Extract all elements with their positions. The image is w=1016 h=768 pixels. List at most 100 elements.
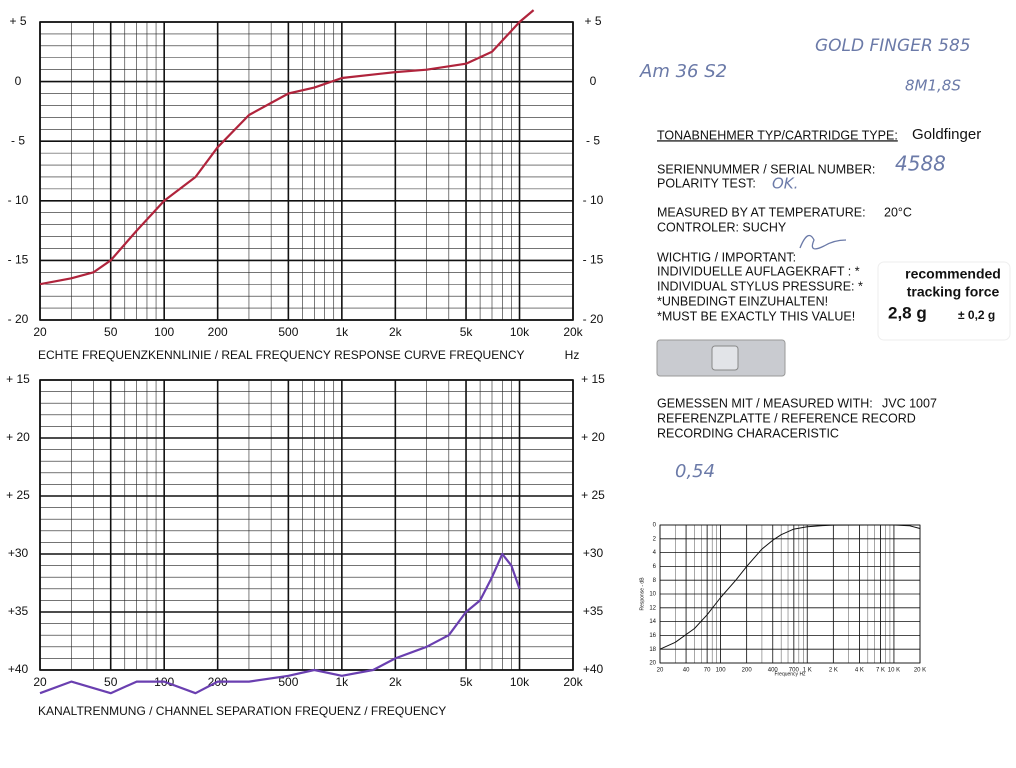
x-tick-label: 20	[33, 325, 47, 339]
x-tick-label: 20	[657, 668, 664, 674]
y-tick-label-right: - 15	[583, 253, 604, 267]
handwritten-name: GOLD FINGER 585	[815, 36, 971, 56]
y-tick-label-right: + 20	[581, 430, 605, 444]
y-tick-label-right: +35	[583, 604, 604, 618]
x-tick-label: 100	[716, 668, 727, 674]
handwritten-note: 0,54	[675, 461, 715, 482]
x-tick-label: 700	[789, 668, 800, 674]
tracking-force: 2,8 g	[888, 303, 927, 322]
force-box	[877, 261, 1011, 341]
y-tick-label-right: + 5	[584, 14, 601, 28]
x-tick-label: 10k	[510, 675, 530, 689]
y-tick-label: 10	[649, 592, 656, 598]
force-title: recommended	[905, 266, 1001, 282]
important-line: INDIVIDUAL STYLUS PRESSURE: *	[657, 279, 863, 293]
cartridge-type: Goldfinger	[912, 126, 981, 143]
x-tick-label: 200	[742, 668, 753, 674]
x-axis-label: ECHTE FREQUENZKENNLINIE / REAL FREQUENCY…	[38, 348, 525, 362]
x-tick-label: 50	[104, 675, 118, 689]
x-tick-label: 500	[278, 325, 298, 339]
series-line	[659, 524, 921, 650]
y-tick-label: 6	[653, 564, 657, 570]
x-tick-label: 50	[104, 325, 118, 339]
force-tolerance: ± 0,2 g	[958, 308, 995, 322]
temperature: 20°C	[884, 205, 912, 219]
important-line: *UNBEDINGT EINZUHALTEN!	[657, 294, 828, 308]
measured-with: JVC 1007	[882, 396, 937, 410]
y-tick-label: 2	[653, 536, 657, 542]
y-tick-label: - 20	[8, 312, 29, 326]
y-tick-label: 20	[649, 661, 656, 667]
handwritten-code: 8M1,8S	[905, 77, 961, 95]
y-tick-label: 16	[649, 633, 656, 639]
y-tick-label: +40	[8, 662, 29, 676]
x-tick-label: 5k	[460, 325, 474, 339]
y-tick-label-right: +40	[583, 662, 604, 676]
plot-frame	[39, 379, 574, 671]
plot-frame	[39, 21, 574, 321]
x-tick-label: 400	[768, 668, 779, 674]
y-tick-label: 0	[653, 523, 657, 529]
y-tick-label: - 15	[8, 253, 29, 267]
polarity-label: POLARITY TEST:	[657, 176, 756, 190]
y-tick-label: + 25	[6, 488, 30, 502]
charts: + 5 + 50 0- 5- 5- 10- 10- 15- 15- 20- 2020…	[6, 9, 926, 718]
signature	[799, 234, 847, 250]
measured-label: GEMESSEN MIT / MEASURED WITH:	[657, 396, 873, 410]
y-tick-label: + 20	[6, 430, 30, 444]
y-tick-label: - 5	[11, 133, 25, 147]
x-axis-label: KANALTRENMUNG / CHANNEL SEPARATION FREQU…	[38, 704, 446, 718]
x-tick-label: 70	[704, 668, 711, 674]
x-tick-label: 1k	[336, 325, 350, 339]
y-tick-label: +30	[8, 546, 29, 560]
x-axis-label: Frequency Hz	[774, 671, 806, 677]
important-line: *MUST BE EXACTLY THIS VALUE!	[657, 309, 855, 323]
x-unit: Hz	[565, 348, 580, 362]
x-tick-label: 2k	[389, 675, 403, 689]
y-tick-label-right: - 10	[583, 193, 604, 207]
x-tick-label: 1 K	[803, 668, 812, 674]
y-tick-label: 18	[649, 647, 656, 653]
y-tick-label-right: - 20	[583, 312, 604, 326]
chart: + 15 + 15 + 20 + 20 + 25 + 25 +30 +30 +35 +35 +40 +…	[6, 372, 605, 718]
y-tick-label: 8	[653, 578, 657, 584]
x-tick-label: 2 K	[829, 668, 838, 674]
y-tick-label-right: +30	[583, 546, 604, 560]
important-line: INDIVIDUELLE AUFLAGEKRAFT : *	[657, 264, 860, 278]
plate-mark	[711, 345, 739, 371]
y-tick-label-right: 0	[590, 74, 597, 88]
y-tick-label-right: - 5	[586, 133, 600, 147]
x-tick-label: 5k	[460, 675, 474, 689]
x-tick-label: 1k	[336, 675, 350, 689]
y-tick-label: + 15	[6, 372, 30, 386]
important-line: WICHTIG / IMPORTANT:	[657, 250, 796, 264]
y-tick-label: 14	[649, 619, 656, 625]
y-tick-label: 4	[653, 550, 657, 556]
y-tick-label: - 10	[8, 193, 29, 207]
y-tick-label: 12	[649, 605, 656, 611]
x-tick-label: 10k	[510, 325, 530, 339]
temperature-label: MEASURED BY AT TEMPERATURE:	[657, 205, 866, 219]
x-tick-label: 100	[154, 325, 174, 339]
y-axis-label: Response - dB	[639, 577, 645, 611]
chart: + 5 + 50 0- 5- 5- 10- 10- 15- 15- 20- 2020…	[8, 9, 604, 362]
serial-number: 4588	[895, 152, 946, 176]
serial-label: SERIENNUMMER / SERIAL NUMBER:	[657, 162, 875, 176]
x-tick-label: 4 K	[855, 668, 864, 674]
y-tick-label: +35	[8, 604, 29, 618]
x-tick-label: 40	[683, 668, 690, 674]
x-tick-label: 10 K	[888, 668, 900, 674]
reference-record: REFERENZPLATTE / REFERENCE RECORD	[657, 411, 916, 425]
x-tick-label: 20k	[563, 325, 583, 339]
y-tick-label: + 5	[9, 14, 26, 28]
y-tick-label-right: + 25	[581, 488, 605, 502]
x-tick-label: 500	[278, 675, 298, 689]
cartridge-label: TONABNEHMER TYP/CARTRIDGE TYPE:	[657, 128, 898, 142]
series-line	[39, 552, 521, 695]
handwritten-model: Am 36 S2	[639, 61, 727, 82]
x-tick-label: 7 K	[876, 668, 885, 674]
controler: CONTROLER: SUCHY	[657, 220, 787, 234]
